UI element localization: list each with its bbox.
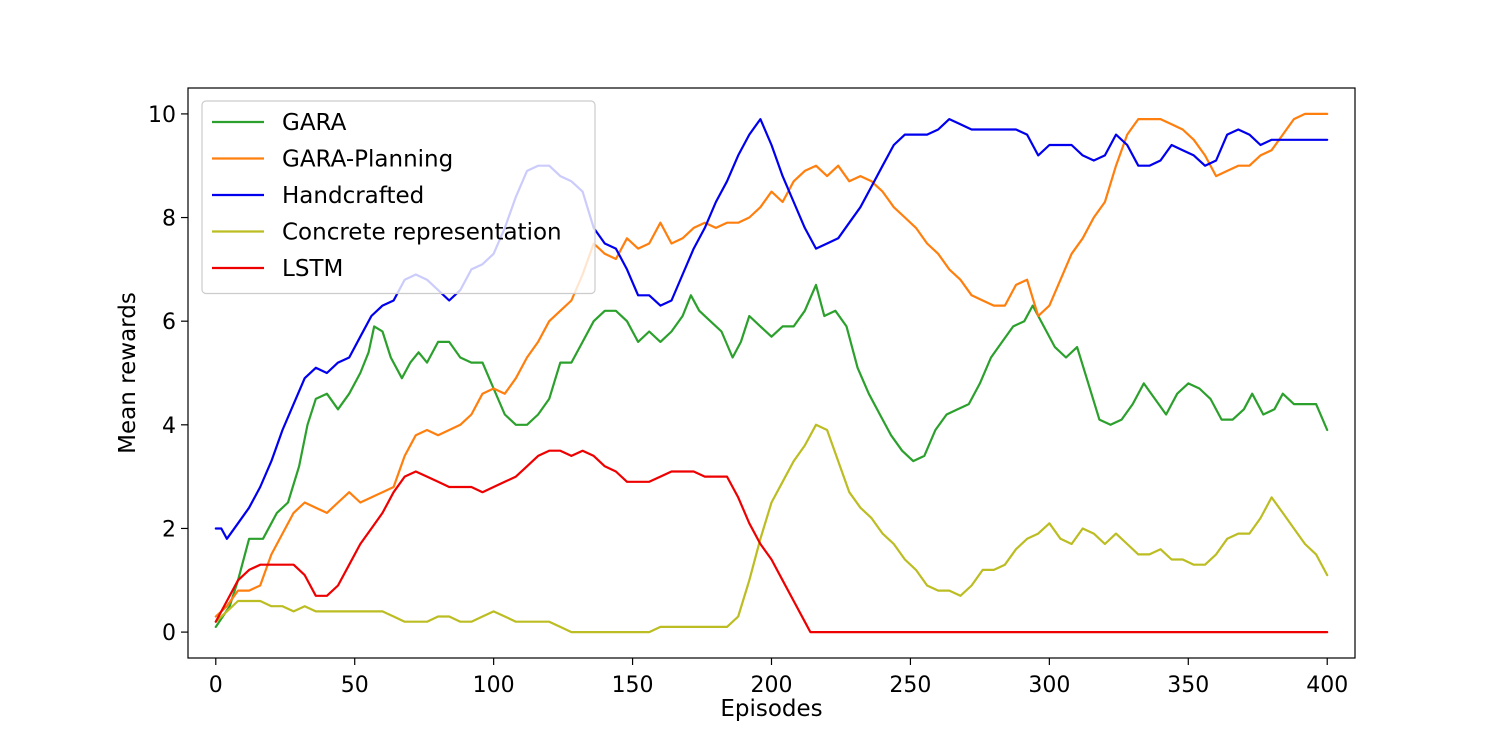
y-tick-label: 2: [162, 517, 176, 542]
series-line-lstm: [214, 449, 1329, 634]
legend-box: [201, 100, 596, 295]
x-tick-label: 350: [1167, 673, 1209, 698]
x-axis: 0 50 100 150 200 250 300 350 400: [209, 658, 1348, 698]
y-tick-label: 8: [162, 207, 176, 232]
series-line-gara: [214, 283, 1329, 628]
y-tick-label: 4: [162, 414, 176, 439]
legend-label-gara-planning: GARA-Planning: [282, 147, 453, 173]
legend-label-gara: GARA: [282, 110, 347, 136]
x-tick-label: 200: [751, 673, 793, 698]
legend-label-lstm: LSTM: [282, 256, 343, 282]
x-tick-label: 400: [1306, 673, 1348, 698]
x-tick-label: 50: [341, 673, 369, 698]
legend-label-handcrafted: Handcrafted: [282, 183, 424, 209]
x-tick-label: 150: [612, 673, 654, 698]
x-tick-label: 300: [1028, 673, 1070, 698]
y-axis: 0 2 4 6 8 10: [148, 103, 188, 646]
series-line-gara-planning: [214, 112, 1329, 618]
y-axis-label: Mean rewards: [115, 292, 141, 454]
x-tick-label: 0: [209, 673, 223, 698]
legend-label-concrete-representation: Concrete representation: [282, 220, 562, 246]
x-tick-label: 100: [473, 673, 515, 698]
y-tick-label: 0: [162, 621, 176, 646]
y-tick-label: 6: [162, 310, 176, 335]
series-line-concrete-representation: [214, 423, 1329, 634]
x-tick-label: 250: [889, 673, 931, 698]
x-axis-label: Episodes: [720, 696, 822, 722]
legend: GARA GARA-Planning Handcrafted Concrete rep…: [201, 100, 596, 295]
y-tick-label: 10: [148, 103, 176, 128]
series-layer: [214, 112, 1329, 634]
series-line-handcrafted: [214, 118, 1329, 540]
